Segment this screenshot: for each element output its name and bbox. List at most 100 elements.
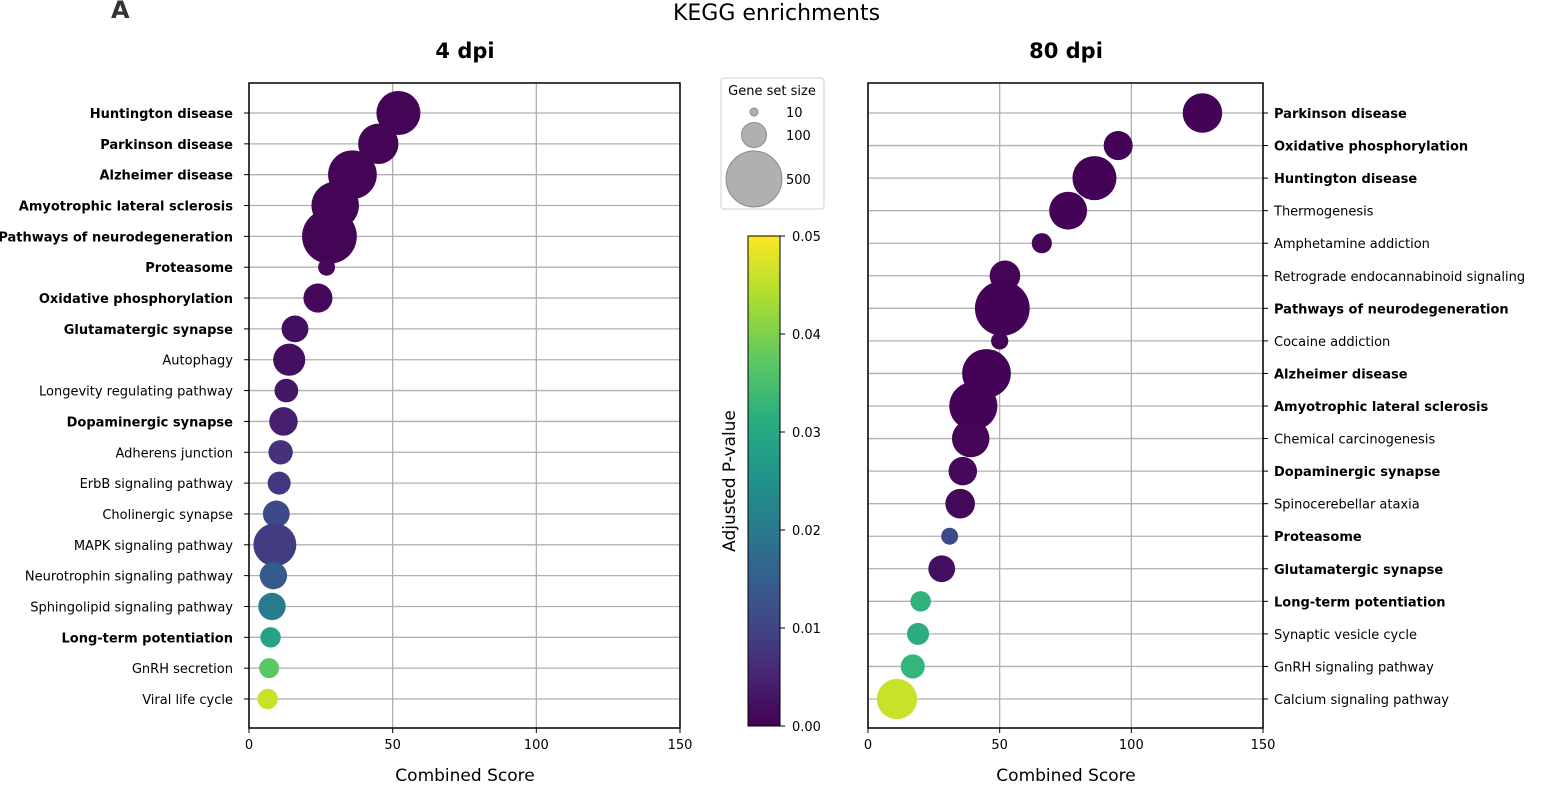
y-tick-label: Pathways of neurodegeneration [0, 230, 233, 245]
y-tick-label: MAPK signaling pathway [74, 539, 233, 554]
bubble-80dpi [974, 280, 1030, 336]
y-tick-label: Sphingolipid signaling pathway [30, 600, 233, 615]
y-tick-label: Amyotrophic lateral sclerosis [19, 200, 233, 215]
size-legend-marker [725, 150, 783, 208]
bubble-80dpi [941, 527, 959, 545]
y-tick-label: Dopaminergic synapse [67, 415, 234, 430]
y-tick-label: Parkinson disease [100, 138, 233, 153]
x-tick-label: 100 [1119, 738, 1144, 753]
bubble-4dpi [259, 658, 280, 679]
bubble-4dpi [259, 561, 288, 590]
bubble-4dpi [253, 523, 297, 567]
bubble-80dpi [1103, 131, 1133, 161]
y-tick-label: Cholinergic synapse [102, 508, 233, 523]
y-tick-label: Cocaine addiction [1274, 335, 1390, 350]
colorbar-tick-label: 0.04 [792, 328, 821, 343]
bubble-80dpi [906, 622, 930, 645]
bubble-4dpi [273, 343, 306, 376]
colorbar-gradient [747, 235, 781, 727]
size-legend-label: 500 [786, 173, 811, 188]
y-tick-label: Adherens junction [116, 446, 234, 461]
bubble-80dpi [1031, 233, 1052, 254]
y-tick-label: Calcium signaling pathway [1274, 693, 1449, 708]
panel-4dpi: 4 dpi Huntington disease Parkinson diseas… [0, 39, 692, 786]
y-tick-label: Glutamatergic synapse [64, 323, 233, 338]
bubble-4dpi [262, 500, 290, 528]
bubble-4dpi [303, 283, 333, 313]
bubble-4dpi [376, 90, 421, 136]
panel-80dpi: 80 dpi Parkinson disease Oxidative phosph… [864, 39, 1525, 786]
size-legend: Gene set size 10 100 500 [720, 77, 825, 210]
x-axis-label-80dpi: Combined Score [996, 766, 1135, 786]
y-tick-label: Proteasome [1274, 530, 1362, 545]
y-tick-label: Thermogenesis [1273, 205, 1374, 220]
colorbar-label: Adjusted P-value [720, 410, 740, 552]
bubble-4dpi [260, 627, 281, 648]
size-legend-marker [749, 107, 759, 117]
colorbar-tick-label: 0.05 [792, 230, 821, 245]
y-tick-label: Autophagy [162, 354, 233, 369]
x-tick-label: 100 [524, 738, 549, 753]
y-tick-label: Huntington disease [90, 107, 233, 122]
y-tick-label: Amyotrophic lateral sclerosis [1274, 400, 1488, 415]
bubble-80dpi [945, 488, 975, 519]
x-tick-label: 0 [245, 738, 253, 753]
bubble-4dpi [281, 315, 309, 343]
panel-label: A [111, 0, 130, 24]
x-tick-label: 150 [668, 738, 693, 753]
y-tick-label: Long-term potentiation [1274, 595, 1446, 610]
colorbar-tick-label: 0.00 [792, 720, 821, 735]
bubble-4dpi [358, 123, 399, 164]
bubble-4dpi [257, 688, 278, 710]
size-legend-marker [741, 122, 767, 148]
bubble-80dpi [900, 654, 925, 679]
y-tick-label: Parkinson disease [1274, 107, 1407, 122]
bubble-4dpi [268, 440, 293, 465]
colorbar-tick-label: 0.02 [792, 524, 821, 539]
bubble-80dpi [951, 419, 990, 458]
x-tick-label: 0 [864, 738, 872, 753]
size-legend-label: 100 [786, 129, 811, 144]
bubble-80dpi [948, 456, 978, 486]
y-tick-label: Amphetamine addiction [1274, 237, 1430, 252]
bubble-80dpi [1072, 156, 1117, 201]
y-tick-label: Alzheimer disease [1274, 367, 1408, 382]
figure-title: KEGG enrichments [672, 1, 881, 26]
bubble-4dpi [274, 378, 299, 403]
colorbar-tick-label: 0.01 [792, 622, 821, 637]
y-tick-label: Dopaminergic synapse [1274, 465, 1441, 480]
y-tick-label: Alzheimer disease [99, 169, 233, 184]
x-tick-label: 50 [384, 738, 401, 753]
colorbar-tick-label: 0.03 [792, 426, 821, 441]
y-tick-label: Glutamatergic synapse [1274, 563, 1443, 578]
bubble-80dpi [991, 332, 1009, 350]
y-tick-label: Oxidative phosphorylation [39, 292, 233, 307]
x-axis-label-4dpi: Combined Score [395, 766, 534, 786]
colorbar: 0.00 0.01 0.02 0.03 0.04 0.05 Adjusted P-valu… [720, 230, 821, 735]
y-tick-label: Neurotrophin signaling pathway [25, 570, 233, 585]
size-legend-title: Gene set size [728, 84, 816, 99]
y-tick-label: Chemical carcinogenesis [1274, 433, 1435, 448]
y-tick-label: Viral life cycle [142, 693, 233, 708]
bubble-80dpi [928, 555, 956, 583]
panel-title-80dpi: 80 dpi [1029, 39, 1103, 63]
axes-frame-4dpi [248, 82, 681, 729]
y-tick-label: Longevity regulating pathway [39, 385, 233, 400]
size-legend-label: 10 [786, 106, 803, 121]
bubble-80dpi [949, 381, 998, 431]
y-tick-label: Huntington disease [1274, 172, 1417, 187]
x-tick-label: 150 [1251, 738, 1276, 753]
bubble-4dpi [269, 407, 298, 436]
bubble-4dpi [267, 471, 291, 495]
bubble-4dpi [302, 208, 357, 264]
y-tick-label: Synaptic vesicle cycle [1274, 628, 1417, 643]
bubble-80dpi [910, 591, 931, 612]
y-tick-label: GnRH secretion [132, 662, 233, 677]
y-tick-label: Long-term potentiation [61, 631, 233, 646]
panel-title-4dpi: 4 dpi [435, 39, 494, 63]
y-tick-label: Proteasome [145, 261, 233, 276]
bubble-80dpi [876, 678, 918, 720]
y-tick-label: GnRH signaling pathway [1274, 660, 1434, 675]
